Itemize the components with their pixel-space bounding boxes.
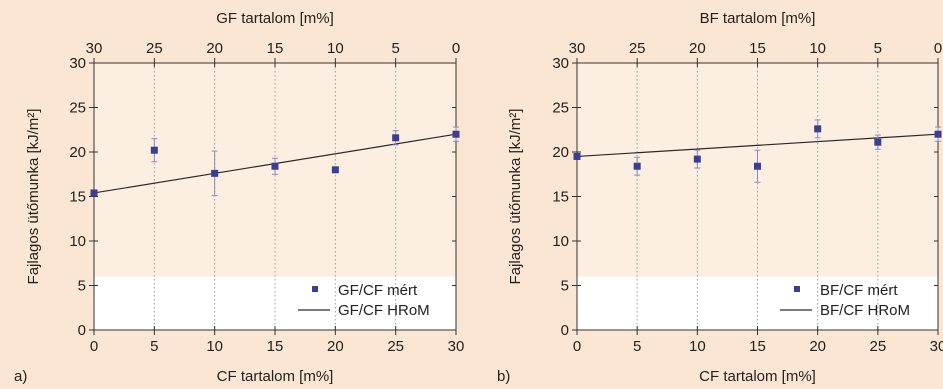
legend-label-hrom: BF/CF HRoM — [820, 302, 910, 319]
x-tick-label: 25 — [869, 338, 886, 355]
x-tick-label: 20 — [327, 338, 344, 355]
top-x-axis-title: GF tartalom [m%] — [216, 10, 334, 27]
legend-marker-points — [794, 286, 800, 292]
panel-label: b) — [497, 368, 510, 385]
top-x-tick-label: 0 — [452, 40, 460, 57]
legend-marker-points — [312, 286, 318, 292]
data-point — [150, 146, 158, 154]
top-x-tick-label: 30 — [86, 40, 103, 57]
x-axis-title: CF tartalom [m%] — [217, 368, 334, 385]
y-tick-label: 10 — [552, 233, 569, 250]
y-tick-label: 25 — [552, 100, 569, 117]
top-x-tick-label: 20 — [206, 40, 223, 57]
y-tick-label: 5 — [561, 278, 569, 295]
data-point — [633, 162, 641, 170]
x-tick-label: 5 — [633, 338, 641, 355]
y-tick-label: 10 — [69, 233, 86, 250]
y-tick-label: 20 — [552, 144, 569, 161]
top-x-tick-label: 0 — [934, 40, 942, 57]
data-point — [573, 152, 581, 160]
top-x-tick-label: 15 — [749, 40, 766, 57]
top-x-tick-label: 30 — [569, 40, 586, 57]
data-point — [693, 155, 701, 163]
data-point — [211, 169, 219, 177]
y-axis-title: Fajlagos ütőmunka [kJ/m²] — [507, 109, 524, 285]
x-tick-label: 20 — [809, 338, 826, 355]
top-x-tick-label: 5 — [874, 40, 882, 57]
x-tick-label: 25 — [387, 338, 404, 355]
top-x-tick-label: 25 — [146, 40, 163, 57]
x-tick-label: 0 — [573, 338, 581, 355]
y-tick-label: 20 — [69, 144, 86, 161]
x-tick-label: 10 — [206, 338, 223, 355]
top-x-tick-label: 20 — [689, 40, 706, 57]
y-tick-label: 30 — [69, 55, 86, 72]
data-point — [90, 189, 98, 197]
top-x-tick-label: 10 — [327, 40, 344, 57]
data-point — [271, 162, 279, 170]
x-tick-label: 30 — [448, 338, 465, 355]
data-point — [452, 130, 460, 138]
data-point — [392, 134, 400, 142]
data-point — [754, 162, 761, 170]
y-tick-label: 15 — [552, 189, 569, 206]
top-x-tick-label: 10 — [809, 40, 826, 57]
data-point — [331, 166, 339, 174]
y-tick-label: 25 — [69, 100, 86, 117]
x-tick-label: 0 — [90, 338, 98, 355]
y-tick-label: 30 — [552, 55, 569, 72]
top-x-tick-label: 5 — [391, 40, 399, 57]
y-axis-title: Fajlagos ütőmunka [kJ/m²] — [25, 109, 42, 285]
x-tick-label: 5 — [150, 338, 158, 355]
x-tick-label: 10 — [689, 338, 706, 355]
y-tick-label: 0 — [78, 322, 86, 339]
legend-label-hrom: GF/CF HRoM — [338, 302, 430, 319]
y-tick-label: 5 — [78, 278, 86, 295]
x-tick-label: 15 — [749, 338, 766, 355]
x-tick-label: 30 — [930, 338, 943, 355]
x-axis-title: CF tartalom [m%] — [699, 368, 816, 385]
x-tick-label: 15 — [267, 338, 284, 355]
data-point — [814, 125, 822, 133]
top-x-tick-label: 25 — [629, 40, 646, 57]
data-point — [874, 138, 882, 146]
y-tick-label: 0 — [561, 322, 569, 339]
legend-label-measured: GF/CF mért — [338, 282, 418, 299]
top-x-tick-label: 15 — [267, 40, 284, 57]
panel-label: a) — [14, 368, 27, 385]
legend-label-measured: BF/CF mért — [820, 282, 898, 299]
data-point — [934, 130, 942, 138]
top-x-axis-title: BF tartalom [m%] — [700, 10, 816, 27]
y-tick-label: 15 — [69, 189, 86, 206]
